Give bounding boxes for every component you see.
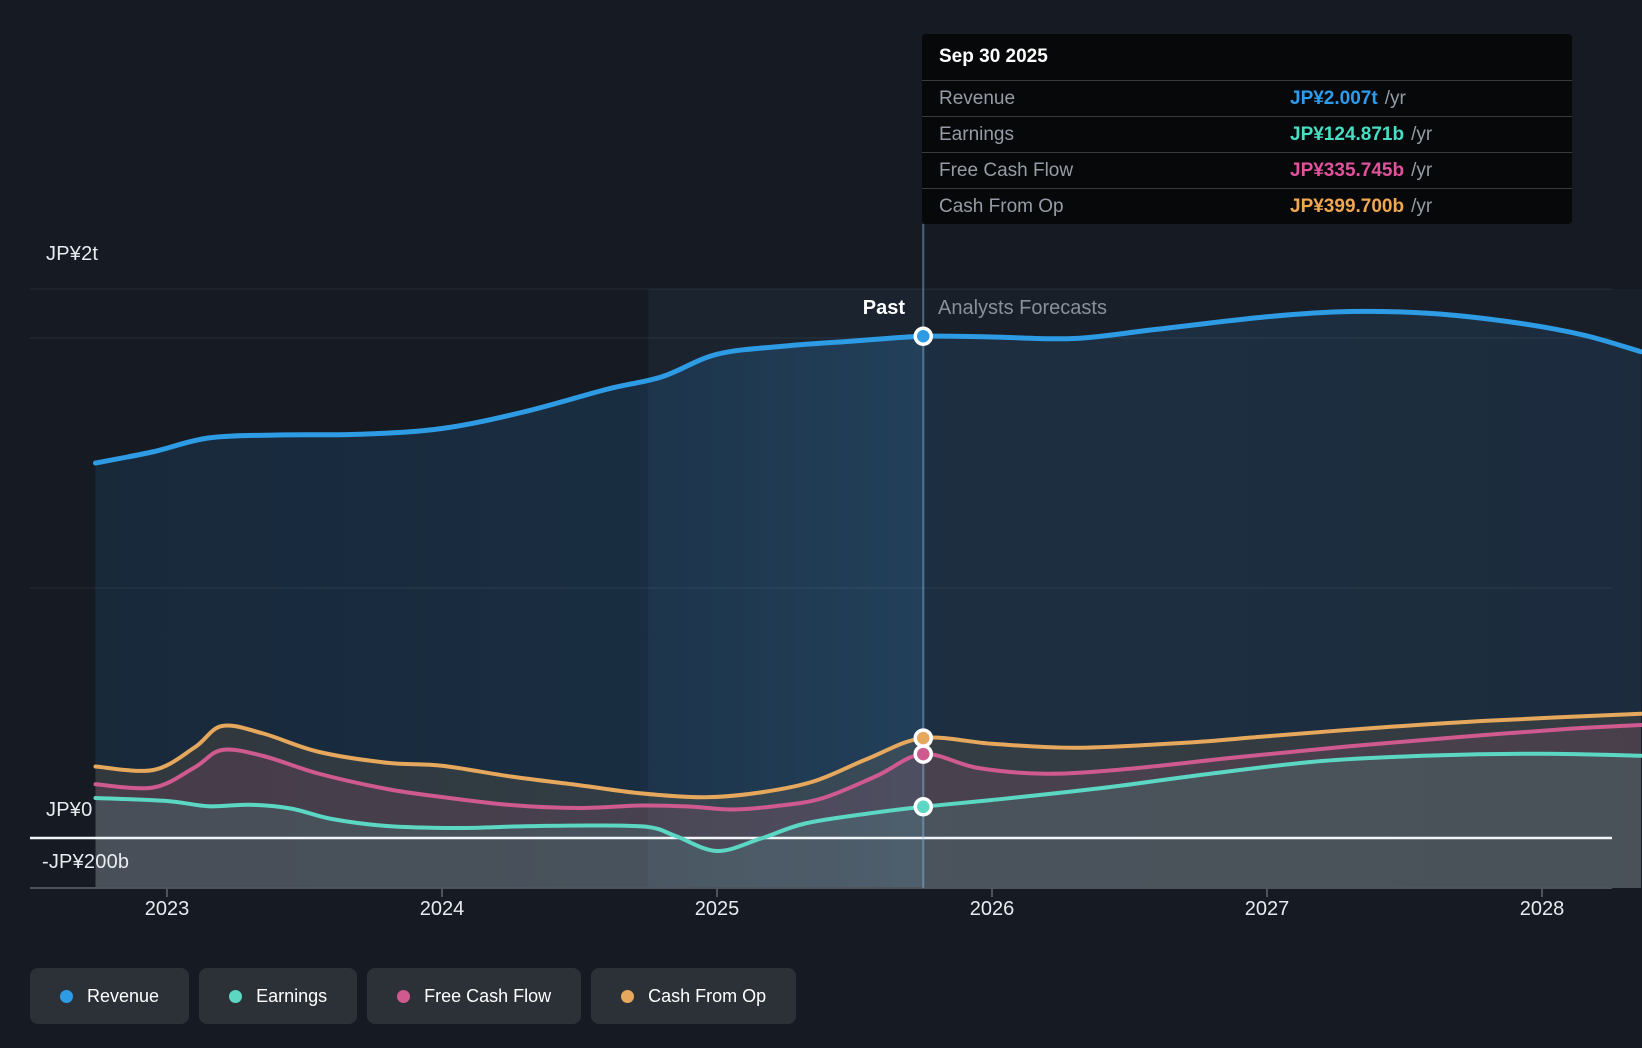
cash_from_op-marker <box>913 728 933 748</box>
tooltip-date: Sep 30 2025 <box>939 46 1048 67</box>
cash-from-op-dot-icon <box>621 989 635 1003</box>
revenue-area <box>95 311 1641 889</box>
tooltip-row-label: Earnings <box>939 123 1014 145</box>
x-tick-label: 2028 <box>1519 898 1565 920</box>
free_cash_flow-line <box>93 723 1642 812</box>
legend-label: Earnings <box>256 985 328 1006</box>
revenue-marker <box>913 326 933 346</box>
earnings-line <box>93 751 1642 854</box>
tooltip-row-label: Cash From Op <box>939 195 1064 217</box>
legend-item-revenue[interactable]: Revenue <box>30 968 190 1024</box>
tooltip-row-value: JP¥2.007t/yr <box>1290 87 1406 109</box>
x-tick-label: 2026 <box>969 898 1015 920</box>
tooltip-row-value: JP¥399.700b/yr <box>1290 195 1433 217</box>
free_cash_flow-area <box>95 725 1641 888</box>
tooltip-row-value: JP¥124.871b/yr <box>1290 123 1433 145</box>
x-tick-label: 2023 <box>144 898 190 920</box>
legend-label: Free Cash Flow <box>424 985 552 1006</box>
free_cash_flow-marker <box>913 744 933 764</box>
free-cash-flow-dot-icon <box>397 989 411 1003</box>
revenue-line <box>93 308 1642 466</box>
legend-item-free-cash-flow[interactable]: Free Cash Flow <box>367 968 582 1024</box>
tooltip-row-value: JP¥335.745b/yr <box>1290 159 1433 181</box>
legend-label: Revenue <box>87 985 160 1006</box>
analysts-forecasts-label: Analysts Forecasts <box>938 297 1107 319</box>
legend-item-earnings[interactable]: Earnings <box>199 968 358 1024</box>
y-axis-label-2t: JP¥2t <box>46 243 99 265</box>
earnings-marker <box>913 797 933 817</box>
y-axis-label-neg200b: -JP¥200b <box>42 851 130 873</box>
legend-label: Cash From Op <box>648 985 767 1006</box>
x-tick-label: 2025 <box>694 898 740 920</box>
tooltip-row-label: Free Cash Flow <box>939 159 1074 181</box>
chart-tooltip: Sep 30 2025 Revenue JP¥2.007t/yr Earning… <box>922 34 1572 224</box>
x-tick-label: 2027 <box>1244 898 1290 920</box>
revenue-dot-icon <box>60 989 73 1003</box>
cash_from_op-line <box>93 711 1642 800</box>
y-axis-label-zero: JP¥0 <box>46 799 93 821</box>
past-label: Past <box>862 297 905 319</box>
x-tick-label: 2024 <box>419 898 465 920</box>
tooltip-row-revenue: Revenue JP¥2.007t/yr <box>922 80 1572 116</box>
tooltip-row-cash-from-op: Cash From Op JP¥399.700b/yr <box>922 188 1572 224</box>
earnings-dot-icon <box>229 989 243 1003</box>
tooltip-row-free-cash-flow: Free Cash Flow JP¥335.745b/yr <box>922 152 1572 188</box>
earnings-area <box>95 753 1641 888</box>
legend-item-cash-from-op[interactable]: Cash From Op <box>591 968 797 1024</box>
tooltip-row-label: Revenue <box>939 87 1016 109</box>
tooltip-row-earnings: Earnings JP¥124.871b/yr <box>922 116 1572 152</box>
chart-legend: Revenue Earnings Free Cash Flow Cash Fro… <box>30 968 797 1024</box>
